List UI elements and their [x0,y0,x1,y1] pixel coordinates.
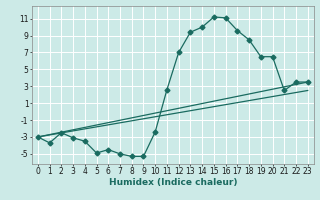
X-axis label: Humidex (Indice chaleur): Humidex (Indice chaleur) [108,178,237,187]
